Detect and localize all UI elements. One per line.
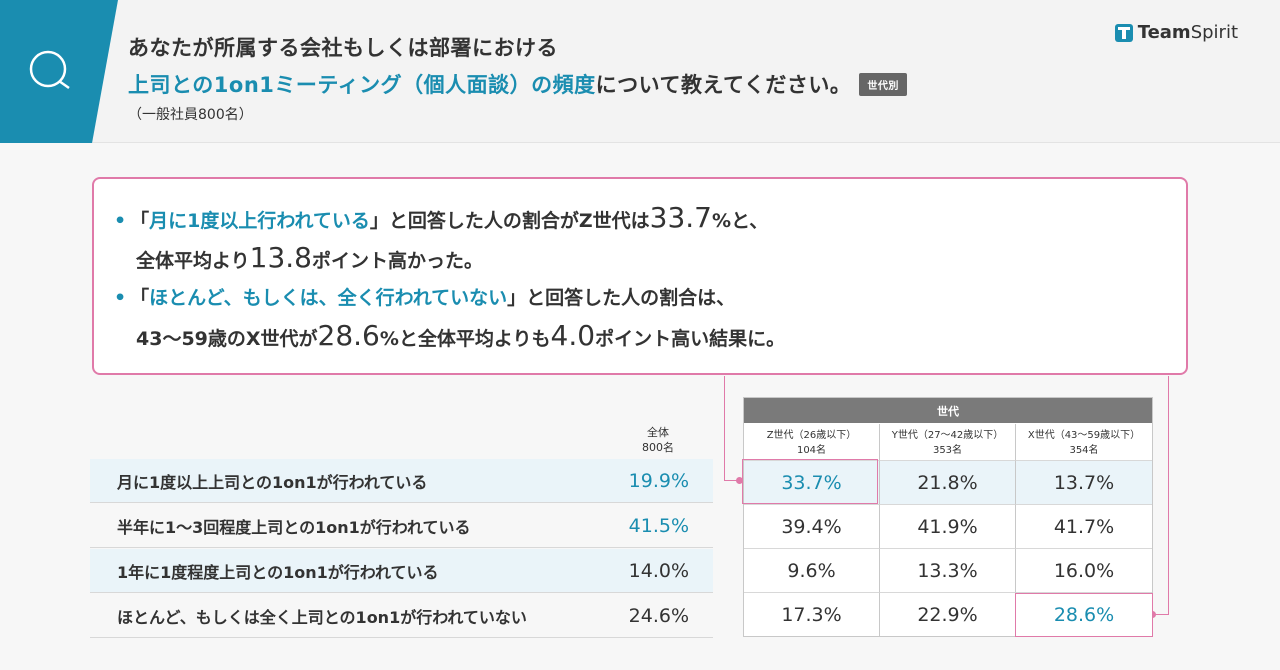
question-title-line2: 上司との1on1ミーティング（個人面談）の頻度 について教えてください。 世代別 (128, 69, 907, 99)
teamspirit-logo: TeamSpirit (1114, 22, 1238, 43)
cell-y-row3: 13.3% (880, 548, 1016, 592)
column-header-z: Z世代（26歳以下） 104名 (744, 424, 880, 460)
cell-z-row1: 33.7% (744, 460, 880, 504)
bullet-dot-icon: • (114, 210, 127, 232)
q-badge (0, 0, 118, 143)
cell-x-row1: 13.7% (1016, 460, 1152, 504)
connector-line-right (1168, 376, 1169, 615)
cell-z-row3: 9.6% (744, 548, 880, 592)
total-column-header: 全体 800名 (642, 426, 674, 454)
summary-box: • 「月に1度以上行われている」と回答した人の割合がZ世代は33.7%と、 全体平… (92, 177, 1188, 375)
table-row: 1年に1度程度上司との1on1が行われている 14.0% (90, 549, 713, 593)
bullet-2-diff: 4.0 (550, 319, 596, 352)
generation-table: 世代 Z世代（26歳以下） 104名 Y世代（27〜42歳以下） 353名 X世代（… (743, 397, 1153, 637)
cell-z-row4: 17.3% (744, 592, 880, 636)
row-label: 半年に1〜3回程度上司との1on1が行われている (117, 517, 471, 537)
summary-bullet-1: • 「月に1度以上行われている」と回答した人の割合がZ世代は33.7%と、 (114, 201, 769, 234)
row-label: 1年に1度程度上司との1on1が行われている (117, 562, 439, 582)
bullet-1-diff: 13.8 (249, 241, 312, 274)
respondent-note: （一般社員800名） (128, 107, 253, 123)
connector-line-left (724, 376, 725, 481)
logo-text-spirit: Spirit (1190, 22, 1238, 43)
generation-badge: 世代別 (859, 72, 907, 96)
row-label: 月に1度以上上司との1on1が行われている (117, 472, 428, 492)
question-title-highlight: 上司との1on1ミーティング（個人面談）の頻度 (128, 73, 596, 97)
cell-x-row2: 41.7% (1016, 504, 1152, 548)
logo-icon (1114, 23, 1133, 42)
row-total: 14.0% (628, 559, 689, 582)
column-header-y: Y世代（27〜42歳以下） 353名 (880, 424, 1016, 460)
logo-text-team: Team (1137, 22, 1191, 43)
summary-bullet-2-line2: 43〜59歳のX世代が28.6%と全体平均よりも4.0ポイント高い結果に。 (136, 319, 786, 352)
summary-bullet-2: • 「ほとんど、もしくは、全く行われていない」と回答した人の割合は、 (114, 287, 736, 309)
row-total: 24.6% (628, 604, 689, 627)
table-row: ほとんど、もしくは全く上司との1on1が行われていない 24.6% (90, 594, 713, 638)
generation-header: 世代 (744, 398, 1152, 423)
question-title-rest: について教えてください。 (595, 73, 852, 97)
table-row: 半年に1〜3回程度上司との1on1が行われている 41.5% (90, 504, 713, 548)
cell-x-row3: 16.0% (1016, 548, 1152, 592)
question-title-line1: あなたが所属する会社もしくは部署における (128, 36, 558, 60)
row-total: 19.9% (628, 469, 689, 492)
bullet-2-value: 28.6 (317, 319, 380, 352)
cell-y-row1: 21.8% (880, 460, 1016, 504)
header: あなたが所属する会社もしくは部署における 上司との1on1ミーティング（個人面談… (0, 0, 1280, 143)
table-row: 月に1度以上上司との1on1が行われている 19.9% (90, 459, 713, 503)
connector-line-right-h (1153, 614, 1169, 615)
row-label: ほとんど、もしくは全く上司との1on1が行われていない (117, 607, 527, 627)
row-total: 41.5% (628, 514, 689, 537)
q-letter-icon (29, 50, 70, 90)
column-header-x: X世代（43〜59歳以下） 354名 (1027, 430, 1141, 456)
bullet-2-quote: ほとんど、もしくは、全く行われていない (149, 287, 508, 309)
connector-dot-left (736, 477, 743, 484)
bullet-1-value: 33.7 (649, 201, 712, 234)
bullet-1-quote: 月に1度以上行われている (149, 210, 370, 232)
cell-x-row4: 28.6% (1016, 592, 1152, 636)
connector-line-left-h (724, 480, 743, 481)
cell-y-row2: 41.9% (880, 504, 1016, 548)
summary-bullet-1-line2: 全体平均より13.8ポイント高かった。 (136, 241, 483, 274)
cell-y-row4: 22.9% (880, 592, 1016, 636)
bullet-dot-icon: • (114, 287, 127, 309)
cell-z-row2: 39.4% (744, 504, 880, 548)
